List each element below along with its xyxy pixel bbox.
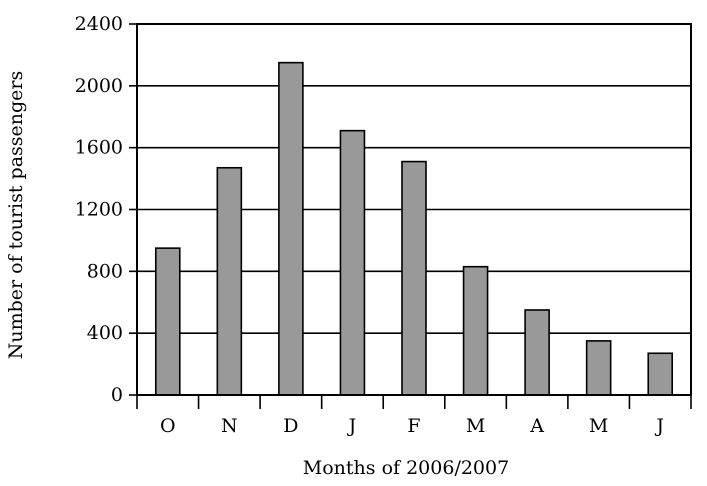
- x-tick-label: J: [654, 415, 664, 437]
- y-tick-label: 1200: [75, 199, 123, 221]
- bar: [585, 340, 612, 396]
- y-tick-label: 1600: [75, 137, 123, 159]
- x-tick-label: J: [347, 415, 357, 437]
- bar: [278, 61, 304, 396]
- x-tick-label: M: [589, 415, 608, 437]
- y-axis-title: Number of tourist passengers: [5, 71, 27, 360]
- bar: [216, 166, 243, 396]
- y-tick-label: 800: [87, 260, 123, 282]
- y-tick-label: 2000: [75, 75, 123, 97]
- y-tick-label: 0: [111, 384, 123, 406]
- x-tick-label: D: [283, 415, 298, 437]
- x-tick-label: F: [407, 415, 420, 437]
- y-tick-label: 2400: [75, 13, 123, 35]
- bar: [647, 352, 674, 396]
- bar: [462, 265, 489, 396]
- bar: [154, 247, 181, 396]
- bar: [339, 129, 366, 396]
- y-axis-ticks: 0 400 800 1200 1600 2000 2400: [75, 13, 137, 406]
- x-tick-label: N: [221, 415, 238, 437]
- bars: [154, 61, 674, 396]
- x-tick-label: A: [529, 415, 544, 437]
- x-tick-label: M: [466, 415, 485, 437]
- y-tick-label: 400: [87, 322, 123, 344]
- bar: [524, 309, 550, 396]
- x-tick-label: O: [160, 415, 176, 437]
- x-axis-title: Months of 2006/2007: [303, 457, 509, 479]
- bar: [401, 160, 427, 396]
